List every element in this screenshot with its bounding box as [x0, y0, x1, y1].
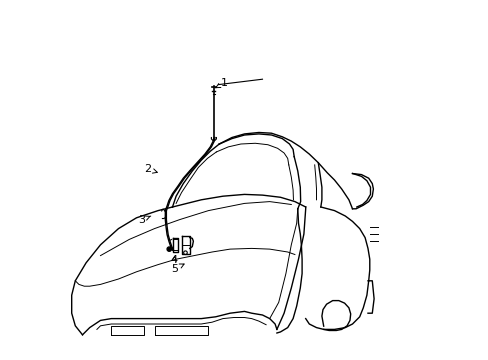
Text: 2: 2 [143, 164, 157, 174]
Text: 5: 5 [170, 264, 184, 274]
Circle shape [167, 247, 171, 251]
Text: 4: 4 [170, 255, 178, 265]
Text: 3: 3 [138, 215, 150, 225]
Text: 1: 1 [215, 78, 228, 88]
